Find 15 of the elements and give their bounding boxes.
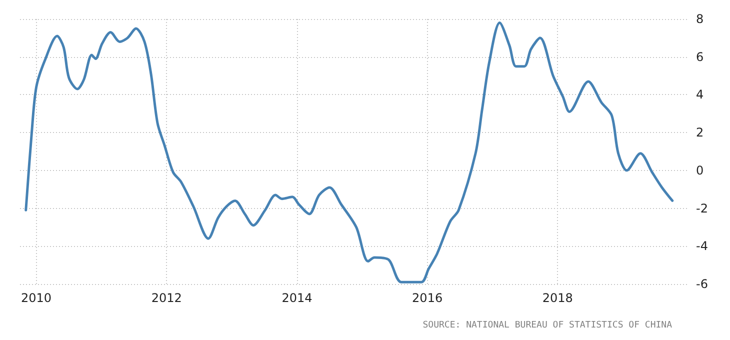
x-tick-label: 2012 <box>151 291 182 305</box>
x-tick-label: 2010 <box>21 291 52 305</box>
y-tick-label: 2 <box>696 126 704 140</box>
line-series <box>24 22 674 284</box>
x-tick-label: 2016 <box>412 291 443 305</box>
y-tick-label: 0 <box>696 163 704 178</box>
y-tick-label: 4 <box>696 88 704 102</box>
y-tick-label: -4 <box>696 239 708 254</box>
source-note: SOURCE: NATIONAL BUREAU OF STATISTICS OF CHINA <box>422 320 673 330</box>
x-tick-label: 2014 <box>282 291 312 305</box>
x-tick-label: 2018 <box>542 291 573 305</box>
y-tick-label: -2 <box>696 201 708 216</box>
y-tick-label: -6 <box>696 277 708 291</box>
y-tick-label: 6 <box>696 50 704 64</box>
y-tick-label: 8 <box>696 12 704 26</box>
